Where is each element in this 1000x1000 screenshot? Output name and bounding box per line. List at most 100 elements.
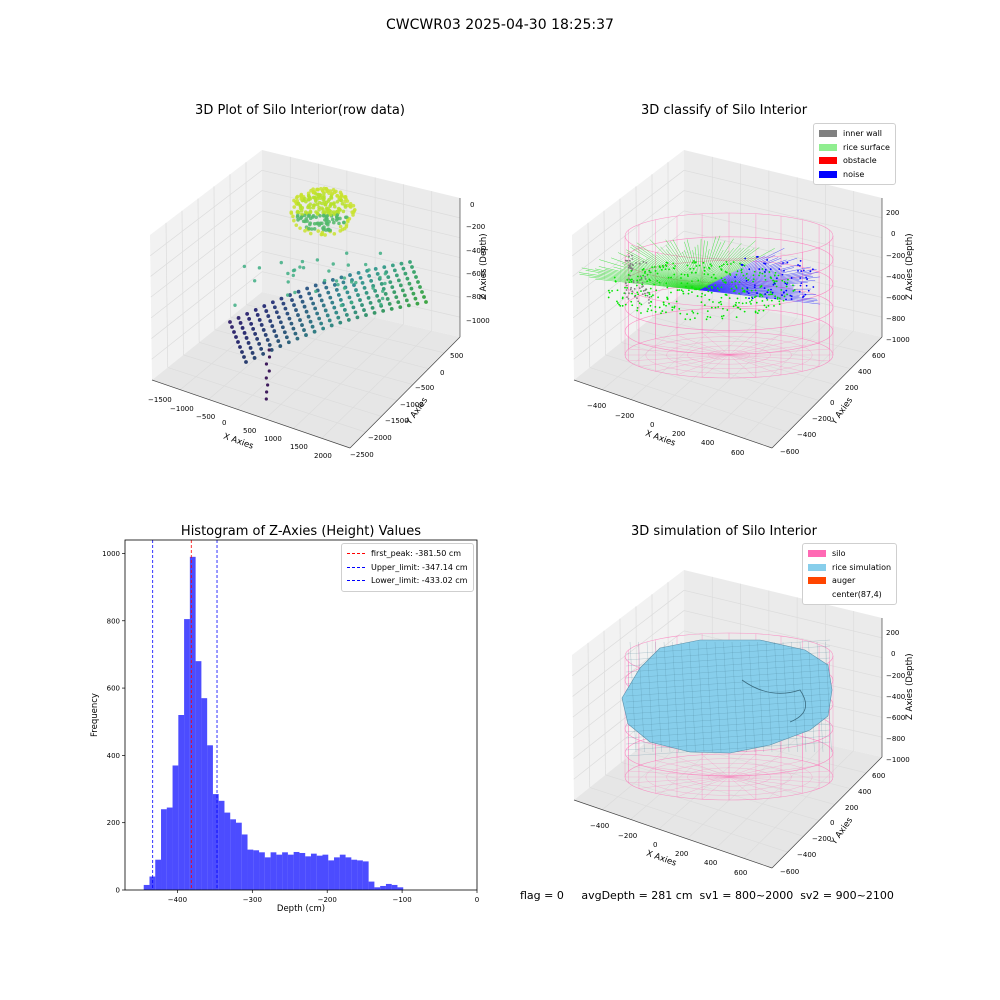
rice-surface-point [710,291,713,294]
rice-surface-point [630,278,633,281]
rice-surface-point [723,278,726,281]
p1-xtick: −1500 [148,396,172,404]
data-point [323,218,327,222]
legend-item: silo [808,547,891,561]
classified-ray [672,239,701,291]
classified-ray [699,276,820,291]
rice-surface-point [684,318,687,321]
rice-surface-point [767,304,770,307]
data-point [264,376,268,380]
inner-wall-point [630,286,633,289]
data-point [291,326,296,331]
data-point [292,198,296,203]
classified-ray [699,255,758,291]
noise-point [766,291,769,294]
data-point [342,308,347,312]
silo-floor-ring [666,341,792,370]
p2-ytick: −600 [780,448,799,456]
data-point [343,215,348,220]
data-point [350,210,354,215]
silo-spoke [728,354,803,372]
rice-surface-point [639,279,641,281]
data-point [291,268,296,273]
panel2-legend: inner wall rice surface obstacle noise [813,123,896,185]
data-point [341,280,346,285]
noise-point [772,283,775,286]
silo-spoke [676,776,730,798]
legend-swatch [819,130,837,138]
noise-point [775,277,778,280]
rice-surface-point [718,265,721,268]
rice-surface-point [730,287,733,290]
p1-ytick: −1000 [400,401,424,409]
mesh-line [646,641,654,753]
rice-surface-point [665,265,668,268]
rice-surface-point [643,272,646,274]
data-point [360,303,364,307]
axis-line [349,336,461,449]
data-point [261,352,266,356]
rice-surface-point [785,285,788,288]
data-point [379,282,384,286]
noise-point [774,297,777,300]
rice-surface-point [673,267,676,270]
data-point [345,218,350,222]
silo-spoke [638,343,730,356]
rice-surface-point [720,286,723,289]
rice-surface-point [694,288,696,291]
data-point [300,259,305,264]
x-tick-label: −100 [392,896,411,904]
rice-surface-point [738,292,741,295]
inner-wall-point [625,284,628,287]
rice-surface-point [636,275,639,278]
silo-spoke [655,760,730,778]
data-point [266,383,270,387]
legend-label: Lower_limit: -433.02 cm [371,576,468,586]
silo-spoke [728,354,820,367]
data-point [356,293,360,297]
rice-surface-point [720,315,723,318]
classified-ray [699,240,726,291]
data-point [314,215,318,220]
p2-xtick: 0 [650,421,654,429]
data-point [338,229,343,233]
data-point [317,316,322,321]
legend-item: rice simulation [808,561,891,575]
legend-label: Upper_limit: -347.14 cm [371,562,468,572]
inner-wall-point [629,267,632,270]
p1-xtick: 500 [243,427,256,435]
histogram-bar [368,881,375,890]
y-tick-label: 0 [116,887,120,895]
data-point [300,299,305,304]
data-point [304,309,309,314]
classified-ray [661,254,701,291]
data-point [345,290,350,295]
data-point [253,332,258,336]
grid-line [635,186,638,330]
rice-surface-point [761,295,764,298]
inner-wall-point [644,277,647,280]
rice-surface-point [640,303,643,306]
rice-surface-point [682,290,684,293]
rice-surface-point [723,281,726,284]
axes-pane [572,150,684,380]
rice-surface-point [660,269,663,271]
rice-surface-point [740,268,743,271]
p4-ztick: −200 [886,672,905,680]
mesh-line [625,681,831,697]
classified-ray [621,263,701,291]
classified-ray [599,259,701,291]
rice-surface-point [741,302,744,305]
histogram-bar [391,884,398,890]
noise-point [785,289,788,292]
histogram-bar [334,857,340,890]
data-point [272,305,277,310]
rice-surface-point [694,261,697,264]
grid-line [602,298,713,390]
data-point [317,208,321,212]
inner-wall-point [644,289,647,292]
data-point [306,193,311,198]
rice-surface-point [753,296,756,299]
rice-surface-point [720,303,723,306]
p1-ztick: −200 [466,223,485,231]
